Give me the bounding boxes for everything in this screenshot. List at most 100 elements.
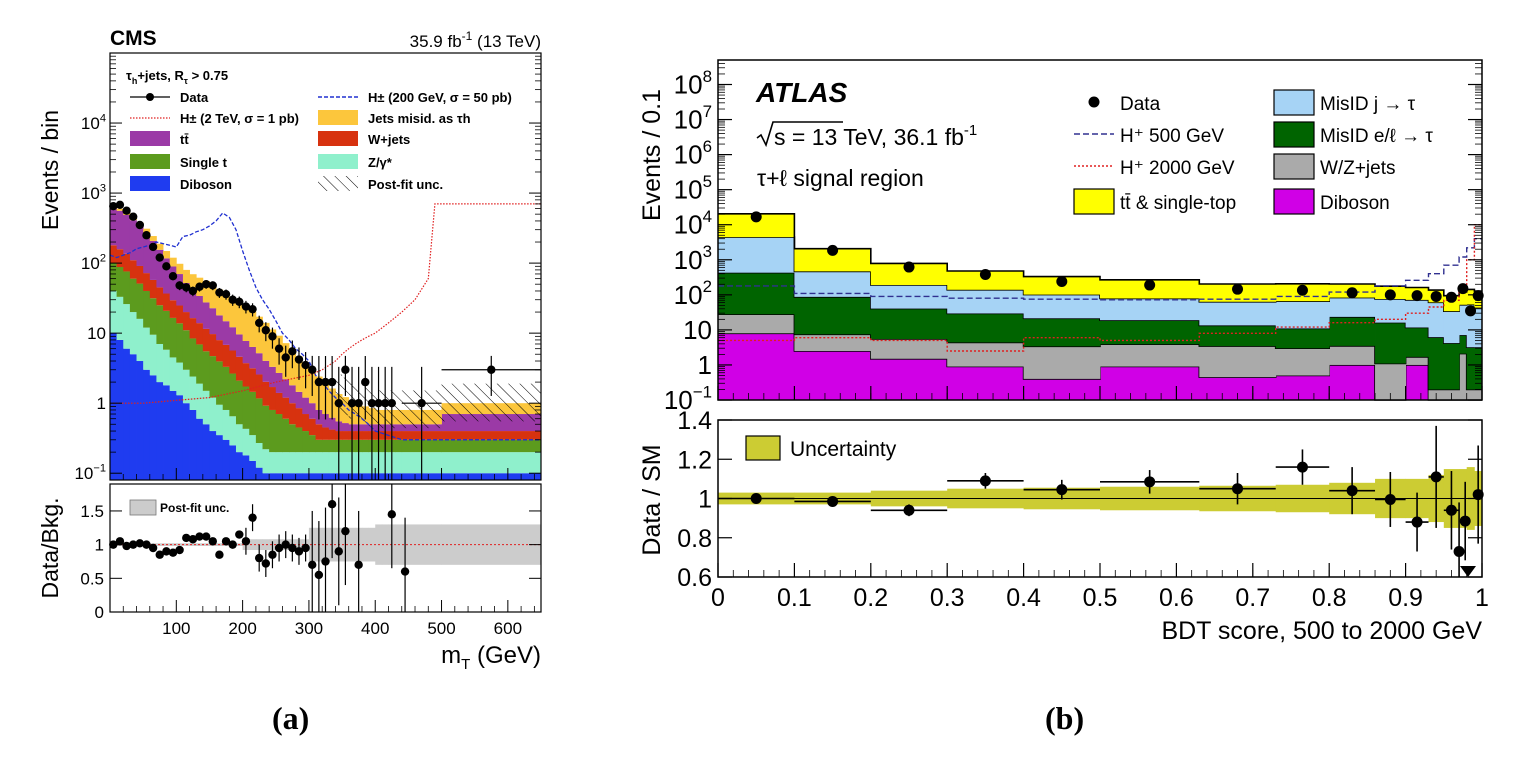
cms-ratio-frame (109, 483, 542, 613)
cms-signal-200gev (109, 212, 541, 441)
atlas-ratio-y-tick-label: 0.6 (677, 564, 712, 592)
atlas-legend-label: H⁺ 500 GeV (1120, 126, 1224, 147)
cms-bar-wjets (235, 356, 244, 381)
atlas-bar-ttbar (1466, 289, 1475, 305)
atlas-ratio-point (1056, 484, 1068, 496)
cms-data-point (294, 355, 304, 364)
atlas-bar-ttbar (1459, 291, 1468, 305)
cms-legend-label: H± (200 GeV, σ = 50 pb) (368, 90, 512, 105)
atlas-ratio-point (1296, 461, 1308, 473)
atlas-bar-wz (1023, 346, 1101, 379)
cms-bar-zgamma (342, 452, 350, 474)
cms-ratio-point (215, 550, 224, 559)
atlas-legend-label: MisID j → τ (1320, 94, 1416, 115)
cms-legend-label: Post-fit unc. (368, 177, 443, 192)
atlas-y-tick-label: 1 (698, 350, 712, 380)
atlas-ratio-y-axis-label: Data / SM (638, 444, 666, 555)
cms-data-point (254, 318, 264, 328)
cms-data-point (115, 200, 125, 210)
cms-unc-hatch (342, 377, 349, 416)
cms-ratio-point (281, 540, 290, 549)
cms-bar-zgamma (209, 397, 217, 432)
cms-bar-diboson (289, 473, 297, 480)
cms-bar-ttbar (110, 207, 118, 246)
atlas-bar-misid_j (1023, 294, 1101, 319)
cms-main-plot (109, 200, 542, 480)
cms-x-axis-label: mT (GeV) (441, 642, 541, 673)
cms-bar-wjets (149, 279, 157, 299)
cms-bar-diboson (176, 395, 184, 480)
cms-bar-wjets (110, 245, 118, 264)
cms-data-point (354, 398, 363, 408)
cms-bar-diboson (229, 445, 237, 480)
cms-ratio-point (162, 547, 171, 556)
cms-bar-wjets (342, 431, 350, 440)
cms-bar-wjets (328, 429, 336, 440)
atlas-legend-label: W/Z+jets (1320, 158, 1395, 179)
atlas-data-point (1056, 276, 1068, 288)
cms-ratio-point (168, 548, 178, 557)
cms-bar-diboson (143, 369, 151, 480)
cms-legend-label: Diboson (180, 177, 232, 192)
cms-bar-wjets (262, 381, 270, 406)
cms-bar-single_t (149, 298, 157, 335)
cms-bar-zgamma (269, 452, 277, 474)
cms-ratio-plot: Post-fit unc. (109, 484, 542, 612)
cms-data-point (361, 377, 370, 387)
atlas-x-tick-label: 0.5 (1083, 584, 1118, 612)
atlas-legend-swatch (1073, 188, 1115, 215)
cms-bar-zgamma (249, 435, 257, 461)
atlas-ratio-point (1346, 485, 1358, 497)
cms-bar-zgamma (229, 416, 237, 446)
cms-bar-jets_misid (169, 257, 177, 267)
cms-ratio-point (327, 500, 337, 509)
cms-bar-zgamma (302, 452, 310, 474)
atlas-bar-wz (1199, 346, 1277, 378)
atlas-data-point (750, 211, 762, 223)
atlas-y-tick-label: 10 (683, 315, 712, 345)
cms-bar-single_t (295, 427, 303, 453)
cms-bar-single_t (143, 290, 151, 328)
atlas-bar-wz (870, 338, 948, 359)
atlas-bar-wz (794, 334, 872, 351)
cms-region-label: τh+jets, Rτ > 0.75 (126, 68, 228, 86)
atlas-x-tick-label: 0.9 (1388, 584, 1423, 612)
cms-bar-jets_misid (163, 251, 171, 259)
atlas-ratio-point (750, 493, 762, 504)
atlas-ratio-point (1232, 483, 1244, 495)
cms-bar-ttbar (262, 360, 270, 382)
cms-bar-diboson (395, 473, 403, 480)
atlas-legend-label: tt̄ & single-top (1120, 193, 1236, 214)
cms-bar-ttbar (216, 315, 224, 341)
atlas-ratio-point (979, 475, 991, 487)
cms-data-point (148, 242, 158, 252)
cms-bar-single_t (315, 439, 323, 453)
cms-bar-diboson (275, 473, 283, 480)
cms-data-point (417, 398, 426, 408)
cms-bar-diboson (249, 460, 257, 480)
atlas-bar-misid_j (718, 237, 795, 273)
cms-bar-single_t (322, 439, 330, 453)
atlas-x-tick-label: 0.8 (1312, 584, 1347, 612)
cms-data-point (261, 326, 271, 335)
cms-bar-zgamma (123, 304, 131, 349)
cms-bar-wjets (302, 414, 310, 432)
cms-y-tick-label: 104 (81, 112, 106, 133)
cms-bar-single_t (249, 391, 257, 436)
cms-bar-diboson (282, 473, 290, 480)
cms-x-tick-label: 400 (361, 619, 389, 638)
cms-data-point (274, 344, 284, 353)
cms-bar-single_t (110, 263, 118, 291)
cms-legend-swatch (130, 131, 170, 146)
cms-bar-jets_misid (202, 281, 210, 303)
cms-legend-swatch (130, 154, 170, 169)
atlas-x-tick-label: 0.3 (930, 584, 965, 612)
cms-bar-single_t (169, 317, 177, 358)
atlas-legend-data-marker (1088, 96, 1100, 108)
atlas-ratio-legend: Uncertainty (745, 435, 897, 461)
cms-ratio-unc-band (249, 539, 257, 551)
cms-bar-zgamma (441, 452, 542, 474)
cms-ratio-point (129, 540, 138, 549)
cms-bar-jets_misid (209, 284, 217, 309)
atlas-data-point (1296, 284, 1308, 296)
